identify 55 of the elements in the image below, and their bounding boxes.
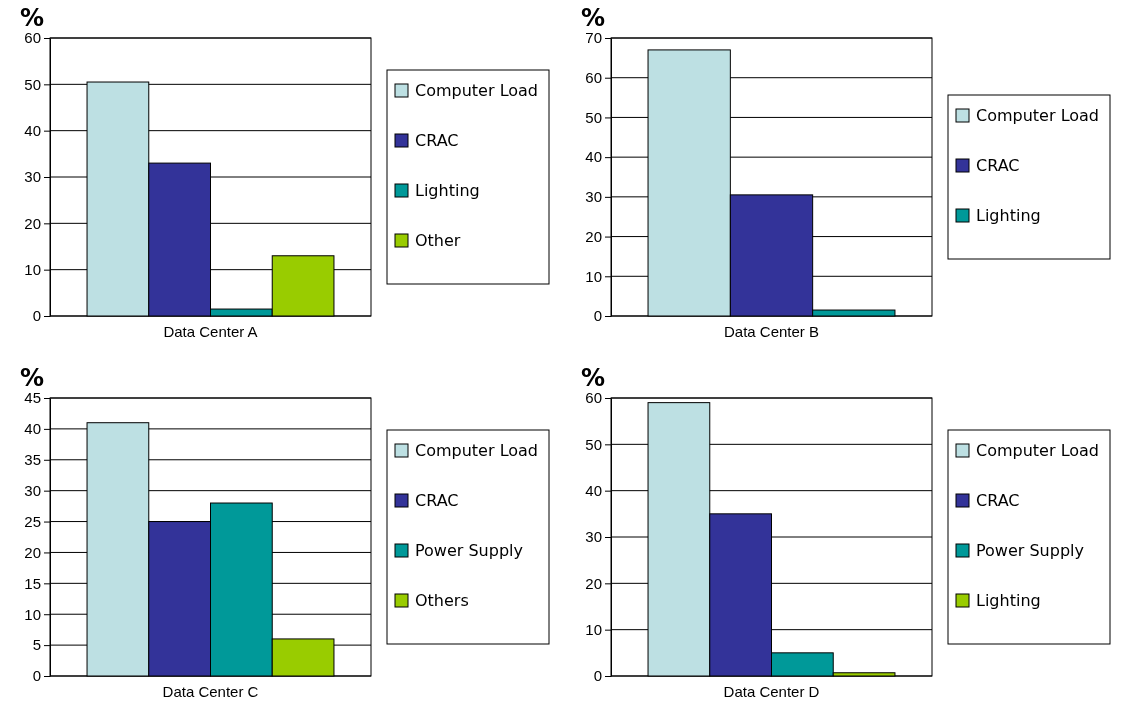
y-tick-label: 10: [24, 605, 41, 623]
y-tick-label: 45: [24, 389, 41, 407]
y-tick-label: 30: [585, 528, 602, 546]
legend-label: Power Supply: [976, 541, 1084, 560]
legend-label: Power Supply: [415, 541, 523, 560]
y-tick-label: 10: [24, 260, 41, 278]
y-tick-label: 60: [24, 29, 41, 47]
y-tick-label: 0: [32, 307, 41, 325]
y-tick-label: 35: [24, 451, 41, 469]
y-tick-label: 25: [24, 512, 41, 530]
y-tick-label: 0: [593, 667, 602, 685]
legend-label: CRAC: [976, 156, 1020, 175]
legend-label: CRAC: [415, 131, 459, 150]
y-tick-label: 0: [593, 307, 602, 325]
y-tick-label: 60: [585, 389, 602, 407]
legend-label: Computer Load: [415, 81, 539, 100]
legend-label: Lighting: [976, 206, 1041, 225]
y-tick-label: 50: [585, 108, 602, 126]
y-tick-label: 10: [585, 620, 602, 638]
y-tick-label: 30: [24, 481, 41, 499]
y-tick-label: 5: [32, 636, 41, 654]
legend-label: CRAC: [976, 491, 1020, 510]
legend-label: Computer Load: [976, 441, 1100, 460]
y-tick-label: 20: [24, 543, 41, 561]
y-tick-label: 40: [585, 481, 602, 499]
y-tick-label: 70: [585, 29, 602, 47]
legend-label: Others: [415, 591, 469, 610]
y-tick-label: 50: [24, 75, 41, 93]
y-axis-title: %: [581, 4, 606, 32]
y-tick-label: 0: [32, 667, 41, 685]
y-tick-label: 20: [585, 227, 602, 245]
legend-label: Computer Load: [415, 441, 539, 460]
y-tick-label: 60: [585, 69, 602, 87]
y-tick-label: 40: [24, 420, 41, 438]
y-axis-title: %: [20, 4, 45, 32]
x-tick-label: Data Center C: [162, 682, 259, 700]
x-tick-label: Data Center A: [163, 322, 258, 340]
legend-label: Lighting: [415, 181, 480, 200]
y-tick-label: 20: [585, 574, 602, 592]
y-tick-label: 30: [585, 188, 602, 206]
legend-label: Lighting: [976, 591, 1041, 610]
x-tick-label: Data Center B: [723, 322, 820, 340]
y-axis-title: %: [581, 364, 606, 392]
legend-label: Other: [415, 231, 461, 250]
y-tick-label: 40: [24, 121, 41, 139]
y-tick-label: 20: [24, 214, 41, 232]
x-tick-label: Data Center D: [723, 682, 820, 700]
y-tick-label: 15: [24, 574, 41, 592]
y-tick-label: 30: [24, 168, 41, 186]
y-tick-label: 10: [585, 267, 602, 285]
y-axis-title: %: [20, 364, 45, 392]
y-tick-label: 40: [585, 148, 602, 166]
y-tick-label: 50: [585, 435, 602, 453]
legend-label: CRAC: [415, 491, 459, 510]
legend-label: Computer Load: [976, 106, 1100, 125]
